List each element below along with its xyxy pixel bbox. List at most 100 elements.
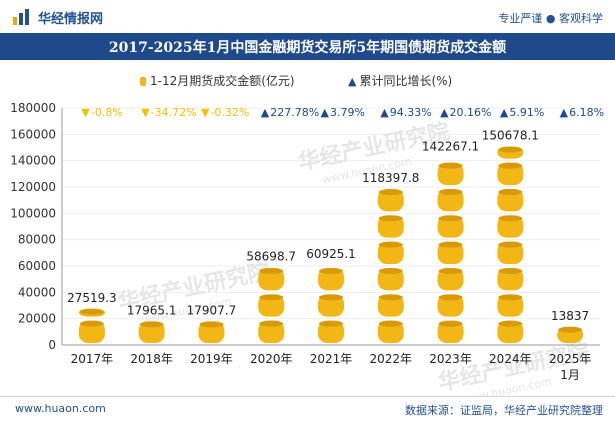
coin-stack [258,320,285,343]
y-tick-label: 140000 [10,154,56,168]
title-bar [0,33,615,60]
growth-label: ▲ 5.91% [500,106,544,119]
coin-rim [139,321,164,328]
data-label: 27519.3 [67,291,117,305]
growth-label: ▲ 227.78% [261,106,319,119]
coin-rim [498,189,523,195]
coin-stack [377,268,404,291]
bar [258,268,285,343]
header-bar: 华经情报网 专业严谨 ● 客观科学 [0,0,615,33]
coin-rim [498,162,523,169]
coin-rim [438,162,463,169]
coin-stack [318,294,344,317]
up-triangle-icon: ▲ [560,106,569,119]
x-tick-label-line2: 1月 [560,368,580,382]
coin-stack [437,268,464,291]
coin-rim [199,321,224,328]
footer-divider [0,396,615,397]
coin-rim [498,241,523,248]
coin-rim [438,189,463,195]
data-label: 58698.7 [246,250,296,264]
coin-rim [438,241,463,248]
coin-rim [319,320,343,327]
x-tick-label: 2018年 [130,352,173,366]
x-tick-label: 2017年 [71,352,114,366]
coin-stack [78,320,105,343]
coin-rim [438,320,463,327]
coin-stack [437,189,464,212]
coin-rim [498,146,523,153]
coin-stack [437,241,464,264]
coin-stack [497,268,524,291]
down-triangle-icon: ▼ [201,106,210,119]
coin-stack [377,215,404,238]
data-label: 60925.1 [306,247,356,261]
x-tick-label: 2021年 [310,352,353,366]
up-triangle-icon: ▲ [321,106,330,119]
coin-rim [438,268,463,274]
growth-value: 6.18% [569,106,604,119]
growth-label: ▼ -0.32% [201,106,249,119]
coin-stack [497,162,524,185]
y-tick-label: 120000 [10,180,56,194]
x-tick-label: 2024年 [489,352,532,366]
coin-stack [377,189,404,212]
coin-stack [258,268,285,291]
growth-label: ▼ -34.72% [141,106,196,119]
coin-rim [558,326,583,333]
growth-value: 227.78% [270,106,319,119]
coin-stack [497,241,524,264]
legend-item-growth: ▲ 累计同比增长(%) [348,72,452,89]
logo-icon [13,9,29,25]
up-triangle-icon: ▲ [440,106,449,119]
coin-stack [437,294,464,317]
growth-label: ▲ 20.16% [440,106,491,119]
coin-stack [377,241,404,264]
bar [497,146,524,343]
y-tick-label: 180000 [10,101,56,115]
data-label: 150678.1 [482,129,539,143]
y-tick-label: 60000 [18,259,56,273]
coin-rim [259,294,284,301]
coin-rim [378,320,403,327]
y-tick-label: 0 [48,338,56,352]
down-triangle-icon: ▼ [141,106,150,119]
coin-stack [497,189,524,212]
bar [198,321,225,343]
coin-rim [79,308,104,315]
chart-area: 华经产业研究院www.huaon.com华经产业研究院www.huaon.com… [10,101,604,396]
coin-rim [378,268,403,274]
bar [377,189,404,343]
coin-rim [498,215,523,222]
data-label: 142267.1 [422,140,479,154]
growth-value: 20.16% [450,106,492,119]
coin-rim [498,294,523,301]
coin-stack [318,268,344,291]
growth-label: ▲ 6.18% [560,106,604,119]
y-tick-label: 160000 [10,127,56,141]
growth-value: 94.33% [390,106,432,119]
coin-stack [377,294,404,317]
up-triangle-icon: ▲ [500,106,509,119]
bar [318,268,344,343]
chart-title: 2017-2025年1月中国金融期货交易所5年期国债期货成交金额 [108,40,507,56]
coin-rim [319,268,343,274]
legend-growth-label: 累计同比增长(%) [359,74,453,88]
brand-name: 华经情报网 [38,12,104,27]
coin-rim [79,320,104,327]
data-label: 13837 [551,309,589,323]
coin-rim [498,320,523,327]
footer-source: 数据来源：证监局，华经产业研究院整理 [405,404,603,417]
coin-stack [497,215,524,238]
coin-rim [319,294,343,301]
coin-rim [259,320,284,327]
legend-item-amount: 1-12月期货成交金额(亿元) [140,72,295,89]
coin-rim [378,241,403,248]
growth-label: ▲ 94.33% [380,106,431,119]
bar [78,308,105,343]
data-label: 17907.7 [187,303,237,317]
coin-stack [437,320,464,343]
coin-rim [259,268,284,274]
legend-coin-icon [140,77,146,86]
x-tick-label: 2022年 [370,352,413,366]
